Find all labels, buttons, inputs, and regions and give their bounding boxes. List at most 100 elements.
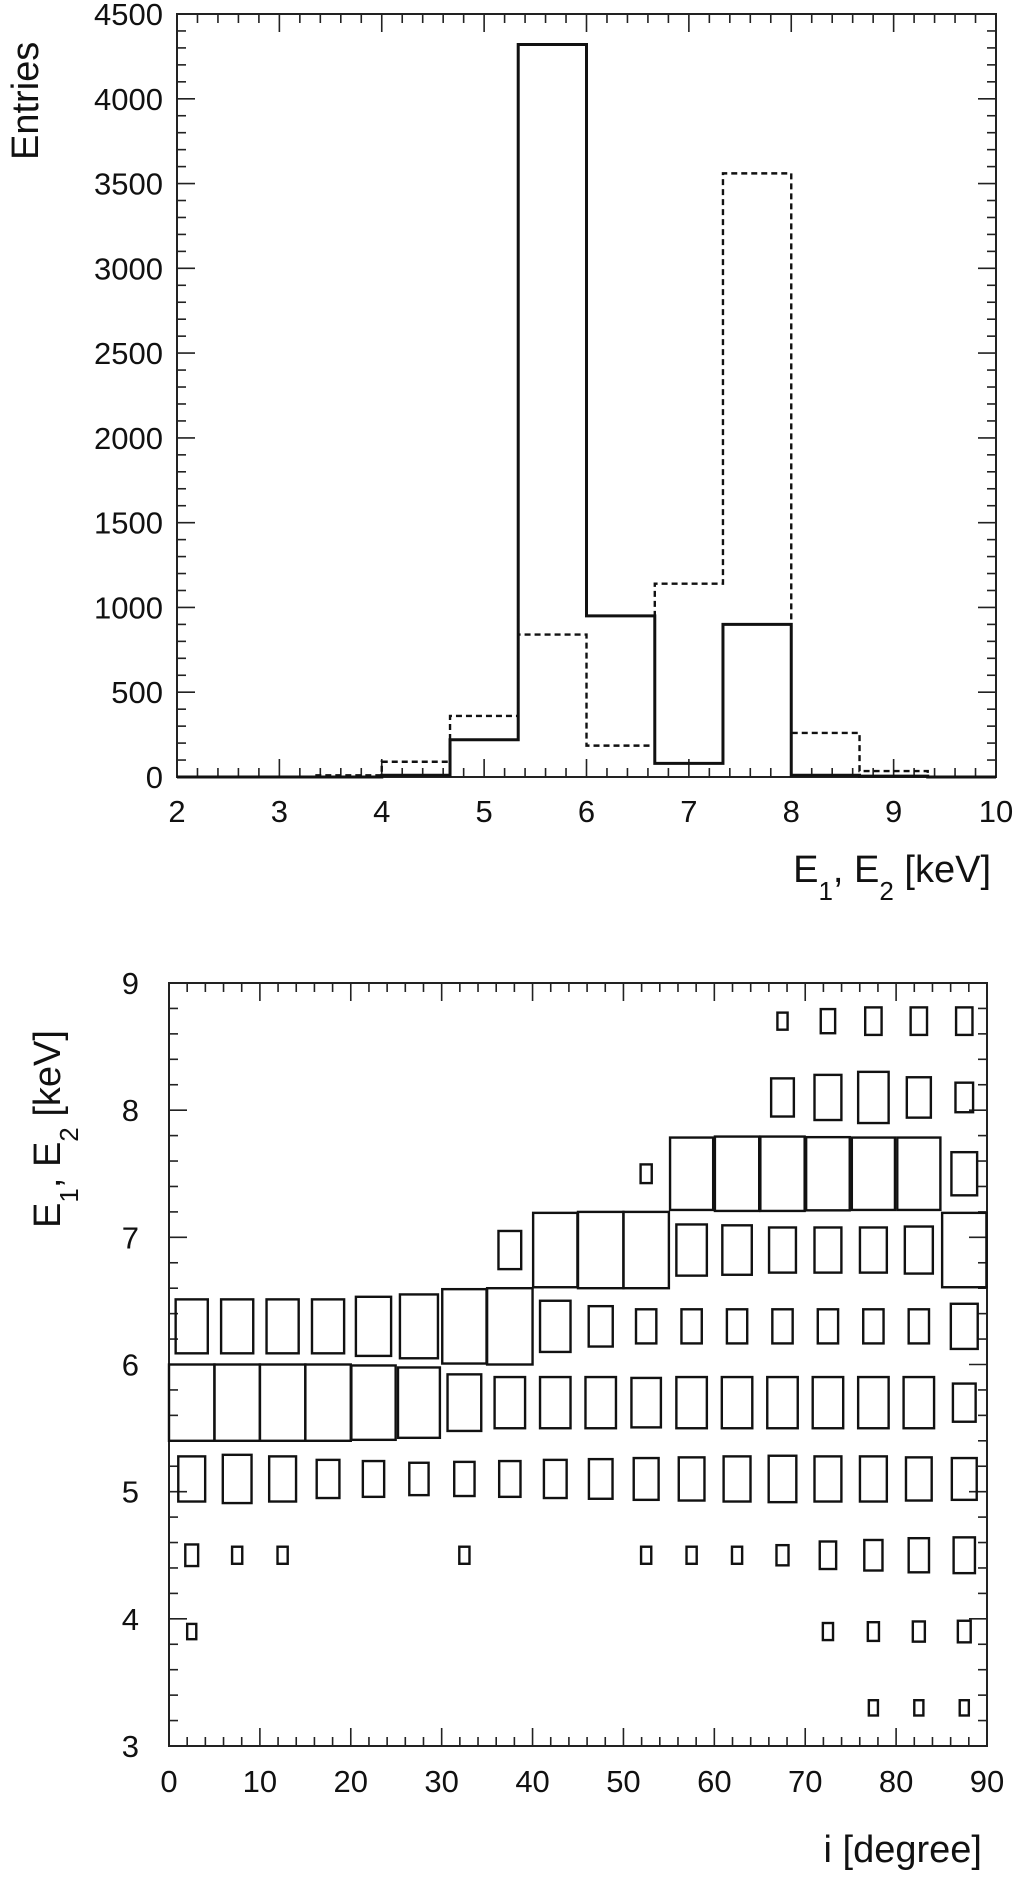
box-plot-cell (538, 1375, 572, 1430)
histogram-y-tick-label: 3000 (94, 251, 163, 286)
box-plot-cell (675, 1223, 709, 1277)
box-plot-cell (759, 1135, 806, 1213)
box-plot-y-tick-label: 5 (122, 1475, 139, 1510)
box-plot-cell (493, 1375, 527, 1430)
box-plot-cell (315, 1458, 341, 1500)
box-plot-cell (904, 1456, 933, 1502)
box-plot-cell (677, 1456, 706, 1502)
box-plot-cell (453, 1460, 476, 1498)
box-plot-cell (858, 1455, 889, 1503)
box-plot-cell (913, 1699, 925, 1717)
histogram-y-tick-label: 4500 (94, 0, 163, 32)
box-plot-y-tick-label: 8 (122, 1093, 139, 1128)
box-plot-cell (219, 1298, 255, 1355)
histogram-y-tick-label: 2000 (94, 421, 163, 456)
box-plot-x-tick-label: 40 (515, 1764, 549, 1799)
box-plot-x-tick-label: 30 (424, 1764, 458, 1799)
box-plot-cell (866, 1621, 881, 1643)
box-plot-cell (940, 1211, 988, 1289)
histogram-x-tick-label: 4 (373, 794, 390, 829)
histogram-x-tick-label: 6 (578, 794, 595, 829)
box-plot-y-tick-label: 9 (122, 966, 139, 1001)
histogram-y-tick-label: 0 (146, 760, 163, 795)
box-plot-cell (952, 1536, 977, 1575)
box-plot-x-tick-label: 90 (970, 1764, 1004, 1799)
histogram-y-tick-label: 2500 (94, 336, 163, 371)
box-plot-cell (909, 1006, 929, 1037)
box-plot-cell (958, 1699, 971, 1717)
box-plot-y-tick-label: 4 (122, 1602, 139, 1637)
box-plot-cell (816, 1308, 840, 1345)
box-plot-cell (497, 1459, 522, 1499)
histogram-x-axis-label: E1, E2 [keV] (793, 849, 991, 906)
histogram-panel: 2 3 4 5 6 7 8 9 10 0 500 1000 1500 2000 2500 3000 3500 40… (5, 0, 1013, 906)
histogram-y-tick-label: 500 (111, 675, 163, 710)
box-plot-cell (767, 1226, 798, 1274)
histogram-x-tick-label: 2 (168, 794, 185, 829)
box-plot-x-tick-label: 50 (606, 1764, 640, 1799)
histogram-dashed-series (177, 172, 996, 779)
box-plot-cell (856, 1375, 890, 1430)
box-plot-cell (310, 1298, 346, 1355)
histogram-x-tick-label: 7 (680, 794, 697, 829)
box-plot-cell (174, 1298, 209, 1355)
box-plot-cell (804, 1135, 851, 1212)
box-plot-x-tick-label: 10 (243, 1764, 277, 1799)
box-plot-cell (639, 1163, 653, 1185)
box-plot-cell (675, 1375, 709, 1430)
box-plot-cell (350, 1364, 397, 1442)
box-plot-cell (776, 1011, 789, 1031)
box-plot-cell (911, 1620, 927, 1643)
histogram-y-tick-label: 3500 (94, 167, 163, 202)
box-plot-cell (221, 1453, 253, 1505)
box-plot-cell (896, 1136, 942, 1212)
box-plot-cell (276, 1545, 289, 1565)
histogram-y-tick-label: 1000 (94, 590, 163, 625)
histogram-frame (176, 13, 997, 778)
box-plot-y-axis-label: E1, E2 [keV] (27, 1030, 84, 1228)
box-plot-x-tick-label: 80 (879, 1764, 913, 1799)
box-plot-cell (950, 1456, 978, 1502)
box-plot-cell (950, 1150, 979, 1197)
box-plot-cell (818, 1540, 838, 1571)
box-plot-cell (630, 1376, 663, 1429)
box-plot-cell (769, 1077, 796, 1118)
box-plot-cell (265, 1298, 300, 1355)
histogram-x-tick-label: 8 (783, 794, 800, 829)
box-plot-tick-labels: 0 10 20 30 40 50 60 70 80 90 3 4 5 6 7 8 9 (122, 966, 1004, 1799)
box-plot-cell (819, 1007, 837, 1035)
box-plot-cell (821, 1621, 835, 1642)
box-plot-cell (867, 1699, 880, 1717)
box-plot-cell (668, 1136, 715, 1212)
box-plot-cell (767, 1454, 798, 1504)
box-plot-cell (730, 1545, 744, 1565)
box-plot-cell (862, 1308, 885, 1345)
box-plot-y-tick-label: 3 (122, 1729, 139, 1764)
box-plot-cell (584, 1375, 618, 1430)
box-plot-cells (167, 1006, 988, 1717)
box-plot-y-tick-label: 6 (122, 1348, 139, 1383)
box-plot-cell (907, 1536, 931, 1574)
box-plot-cell (811, 1375, 845, 1430)
box-plot-cell (905, 1076, 933, 1119)
box-plot-cell (813, 1455, 843, 1503)
box-plot-cell (398, 1293, 440, 1360)
box-plot-cell (902, 1375, 936, 1430)
histogram-x-tick-label: 5 (476, 794, 493, 829)
box-plot-cell (863, 1006, 883, 1037)
histogram-y-tick-label: 1500 (94, 506, 163, 541)
box-plot-cell (230, 1545, 244, 1565)
box-plot-cell (538, 1299, 572, 1354)
box-plot-cell (858, 1226, 889, 1274)
box-plot-cell (446, 1373, 483, 1433)
box-plot-cell (634, 1308, 658, 1345)
box-plot-cell (177, 1455, 207, 1503)
box-plot-cell (907, 1308, 931, 1345)
box-plot-cell (720, 1375, 754, 1430)
box-plot-x-tick-label: 60 (697, 1764, 731, 1799)
box-plot-cell (632, 1456, 660, 1502)
box-plot-cell (680, 1308, 703, 1345)
box-plot-cell (949, 1302, 979, 1351)
histogram-tick-labels: 2 3 4 5 6 7 8 9 10 0 500 1000 1500 2000 2500 3000 3500 40… (94, 0, 1013, 829)
